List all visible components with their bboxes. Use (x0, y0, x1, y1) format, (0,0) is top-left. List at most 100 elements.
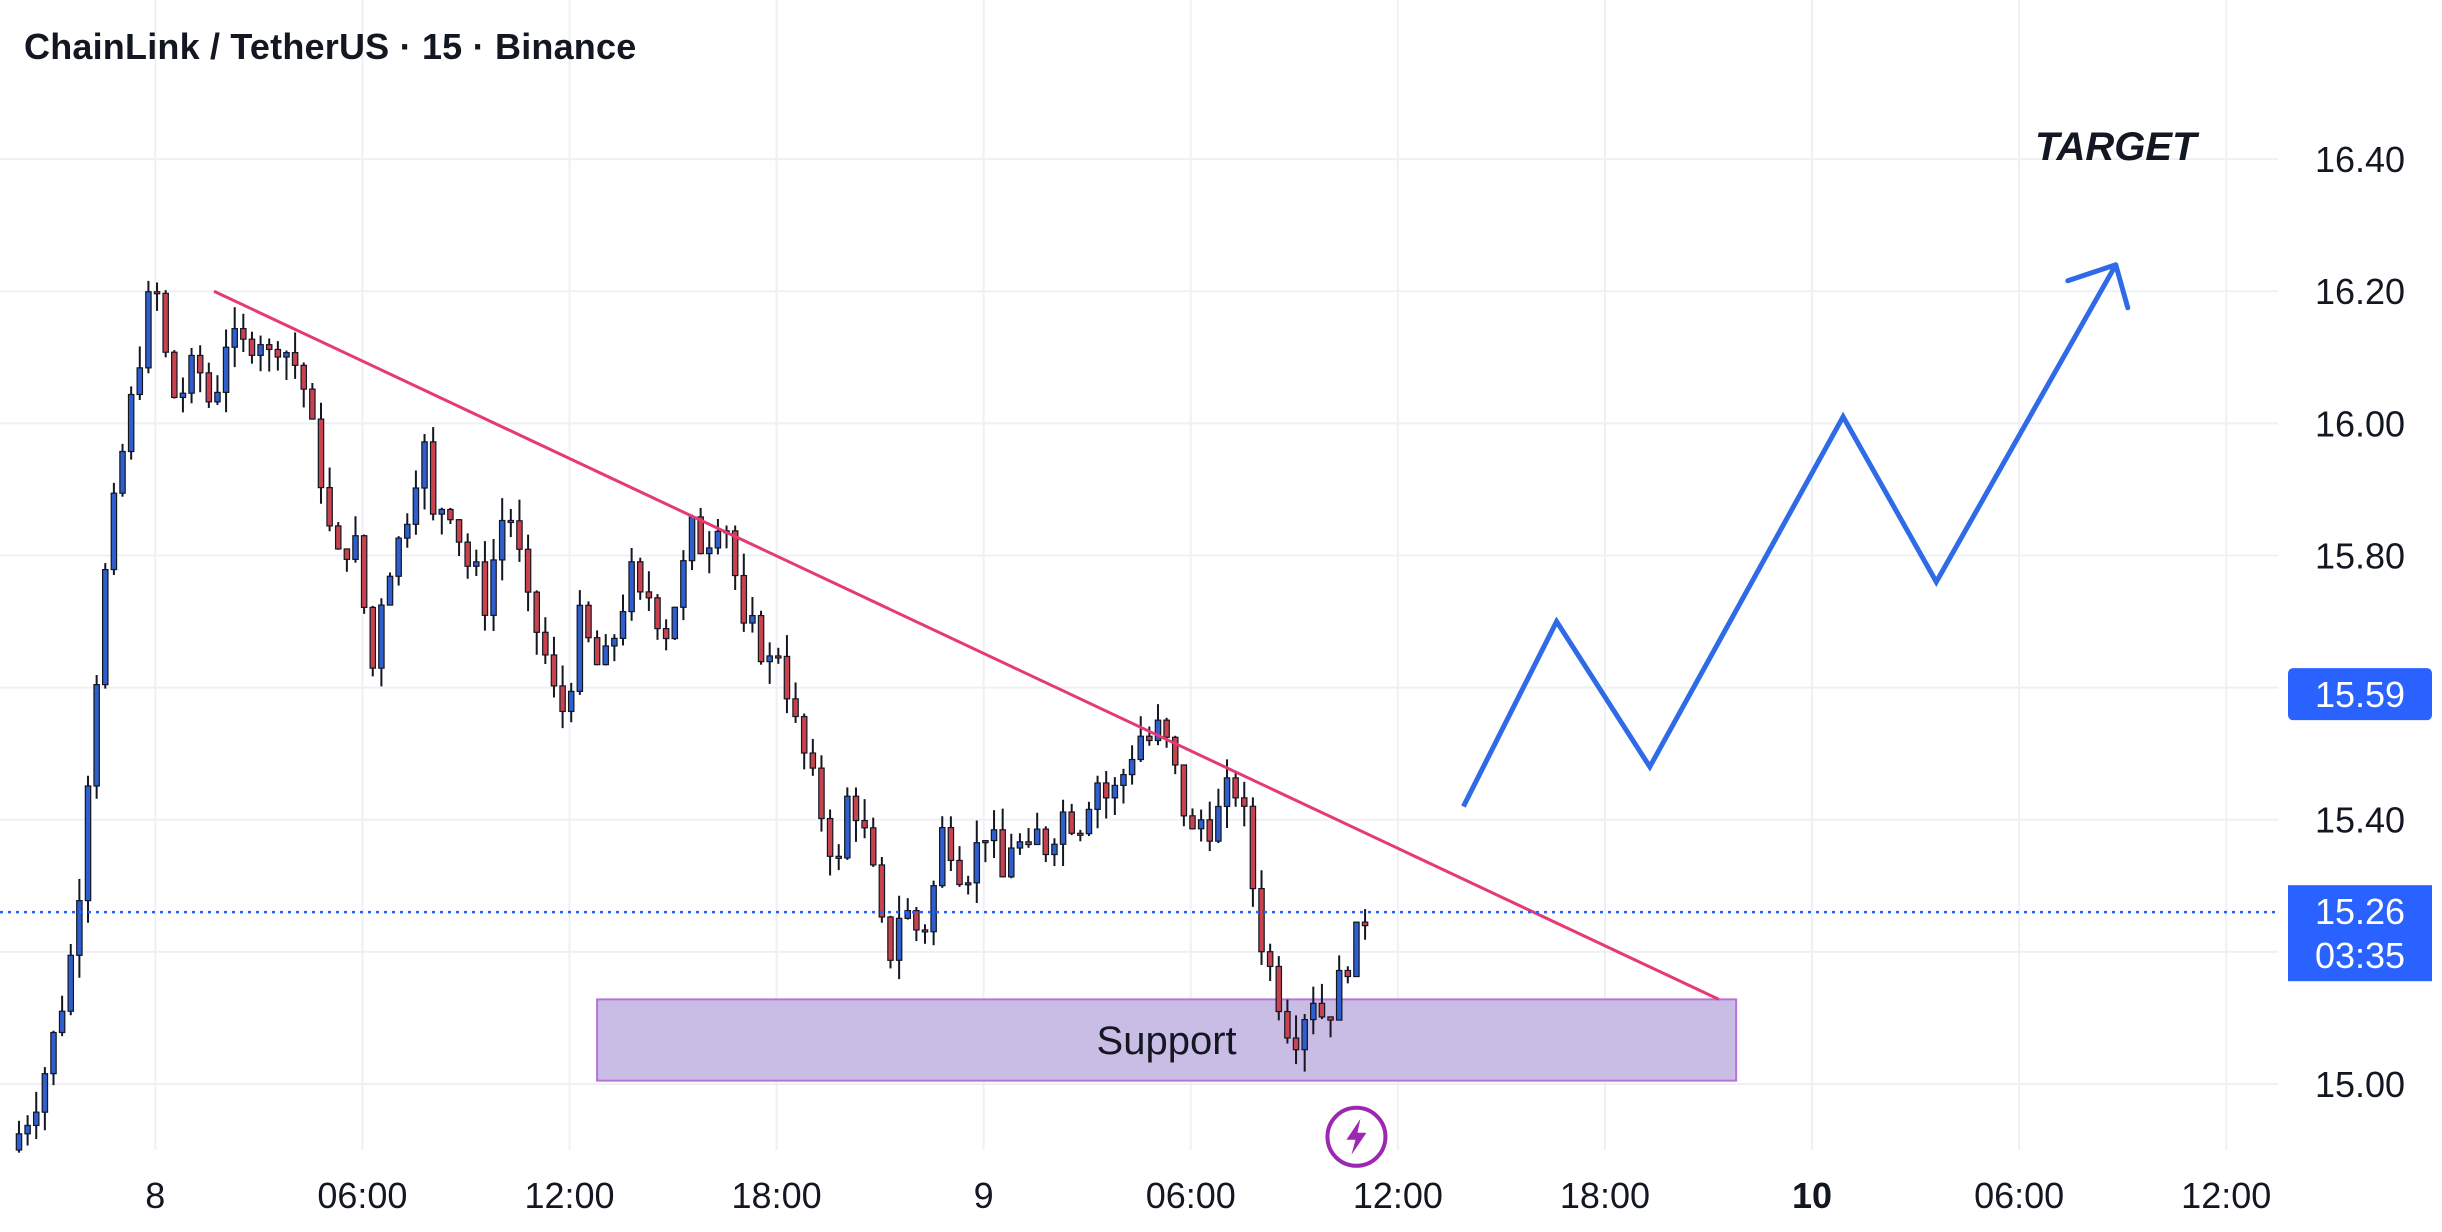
candle-body (119, 450, 126, 494)
candle-body (1318, 1002, 1326, 1018)
target-arrowhead (2065, 262, 2131, 311)
candle-body (1171, 736, 1179, 766)
candle-body (887, 916, 894, 961)
y-tick-label: 15.80 (2315, 535, 2405, 576)
candle-body (153, 291, 161, 295)
support-zone[interactable]: Support (596, 998, 1738, 1082)
candle-body (550, 654, 558, 687)
candle-body (386, 575, 394, 606)
candle-body (490, 559, 497, 616)
y-tick-label: 16.00 (2315, 403, 2405, 444)
candle-body (1111, 784, 1119, 799)
candle-body (524, 548, 532, 593)
candle-body (973, 842, 981, 884)
x-tick-label: 12:00 (1353, 1175, 1443, 1216)
candle-body (766, 655, 773, 663)
y-tick-label: 15.40 (2315, 800, 2405, 841)
candle-body (809, 752, 817, 769)
candle-body (818, 767, 825, 820)
candle-body (533, 591, 540, 633)
candle-body (1223, 777, 1231, 808)
candle-body (231, 327, 238, 348)
candle-body (76, 900, 83, 956)
annotations[interactable]: TARGET (0, 125, 2278, 1168)
candle-body (1344, 969, 1352, 978)
candle-body (1292, 1037, 1300, 1051)
resistance-trendline (213, 289, 1720, 1001)
candle-body (800, 715, 808, 754)
candle-body (542, 631, 549, 656)
candle-body (196, 354, 204, 374)
candle-body (1240, 797, 1248, 807)
candle-body (964, 882, 972, 886)
candle-body (205, 372, 213, 403)
candle-body (447, 508, 454, 521)
candle-body (265, 344, 273, 351)
candle-body (58, 1010, 66, 1034)
candle-body (1258, 887, 1265, 953)
candle-body (507, 519, 515, 524)
candle-body (1353, 921, 1360, 978)
candle-body (559, 685, 566, 713)
candle-body (947, 826, 955, 862)
candle-body (1033, 828, 1041, 846)
candle-body (1284, 1010, 1291, 1039)
candle-body (378, 604, 385, 669)
candle-body (438, 508, 446, 515)
candle-body (93, 684, 100, 787)
candle-body (1059, 811, 1067, 845)
candle-body (1163, 719, 1170, 738)
candle-body (421, 441, 428, 489)
x-tick-label: 12:00 (2181, 1175, 2271, 1216)
candle-body (1094, 782, 1101, 810)
candle-body (162, 292, 169, 353)
candle-body (878, 864, 886, 918)
candle-body (852, 795, 860, 822)
candle-body (731, 530, 739, 577)
lightning-icon (1346, 1118, 1367, 1155)
candle-body (956, 859, 963, 886)
candle-body (611, 637, 618, 647)
x-tick-label: 18:00 (1560, 1175, 1650, 1216)
candle-body (1232, 777, 1239, 799)
candle-body (1206, 819, 1214, 842)
candle-body (1051, 843, 1058, 856)
candle-body (1335, 969, 1343, 1021)
candle-body (248, 338, 256, 356)
candle-body (826, 817, 834, 857)
candle-body (188, 354, 195, 394)
price-badge-last (2288, 885, 2432, 982)
chart-title: ChainLink / TetherUS · 15 · Binance (24, 26, 637, 67)
candle-body (136, 367, 144, 396)
x-tick-label: 8 (145, 1175, 165, 1216)
price-badge-last-value: 15.26 (2315, 891, 2405, 932)
candle-body (1042, 828, 1050, 856)
candle-body (127, 393, 135, 453)
candle-body (300, 364, 308, 390)
candle-body (1128, 758, 1136, 776)
candle-body (835, 855, 842, 859)
candle-body (1361, 921, 1369, 927)
candle-body (869, 827, 877, 866)
candles (15, 280, 1369, 1153)
candle-body (15, 1133, 23, 1151)
candle-body (1154, 719, 1162, 742)
candle-body (1146, 735, 1153, 742)
candle-body (1327, 1016, 1334, 1021)
candle-body (999, 829, 1006, 878)
candle-body (343, 548, 351, 560)
price-badge-marker (2288, 668, 2432, 721)
y-tick-label: 16.20 (2315, 271, 2405, 312)
x-tick-label: 12:00 (524, 1175, 614, 1216)
x-tick-label: 9 (974, 1175, 994, 1216)
candle-body (32, 1111, 40, 1127)
candle-body (473, 561, 480, 567)
candle-body (317, 418, 325, 489)
projection-path (1461, 263, 2118, 808)
candle-body (429, 441, 437, 515)
candle-body (1025, 841, 1032, 846)
candle-body (41, 1073, 49, 1113)
grid (0, 0, 2278, 1150)
